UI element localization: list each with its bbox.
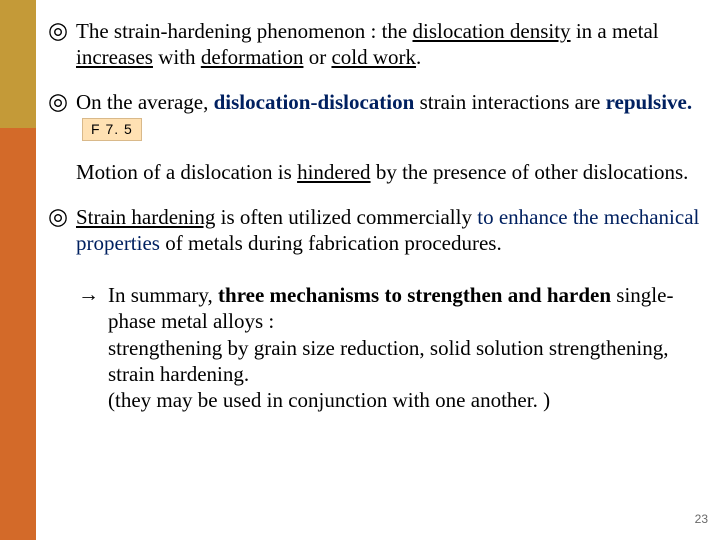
text: The strain-hardening phenomenon : the [76,19,412,43]
bullet-3: ◎ Strain hardening is often utilized com… [48,204,708,257]
text: by the presence of other dislocations. [371,160,689,184]
summary-text: In summary, three mechanisms to strength… [108,282,708,413]
bullet-2: ◎ On the average, dislocation-dislocatio… [48,89,708,142]
text-underlined: hindered [297,160,370,184]
left-bar-upper [0,0,36,128]
text-underlined: deformation [201,45,304,69]
text: . [416,45,421,69]
text: in a metal [571,19,659,43]
text: is often utilized commercially [215,205,477,229]
text: On the average, [76,90,214,114]
bullet-2-continuation: Motion of a dislocation is hindered by t… [76,159,708,185]
text: with [153,45,201,69]
text: Motion of a dislocation is [76,160,297,184]
summary-block: → In summary, three mechanisms to streng… [78,282,708,413]
page-number: 23 [695,512,708,526]
text: of metals during fabrication procedures. [160,231,502,255]
bullet-marker: ◎ [48,89,76,114]
text: strain interactions are [414,90,605,114]
text: or [303,45,331,69]
text: (they may be used in conjunction with on… [108,388,550,412]
text-emphasis: dislocation-dislocation [214,90,415,114]
text-underlined: dislocation density [412,19,570,43]
bullet-2-text: On the average, dislocation-dislocation … [76,89,708,142]
text: strengthening by grain size reduction, s… [108,336,669,386]
bullet-marker: ◎ [48,18,76,43]
text: In summary, [108,283,218,307]
text-underlined: Strain hardening [76,205,215,229]
figure-ref-box: F 7. 5 [82,118,142,142]
bullet-1: ◎ The strain-hardening phenomenon : the … [48,18,708,71]
bullet-3-text: Strain hardening is often utilized comme… [76,204,708,257]
bullet-1-text: The strain-hardening phenomenon : the di… [76,18,708,71]
left-accent-bar [0,0,36,540]
text-underlined: cold work [331,45,416,69]
slide-content: ◎ The strain-hardening phenomenon : the … [48,18,708,522]
text-underlined: increases [76,45,153,69]
arrow-right-icon: → [78,282,108,308]
bullet-marker: ◎ [48,204,76,229]
text-emphasis: repulsive. [606,90,693,114]
left-bar-lower [0,128,36,540]
text-bold: three mechanisms to strengthen and harde… [218,283,611,307]
